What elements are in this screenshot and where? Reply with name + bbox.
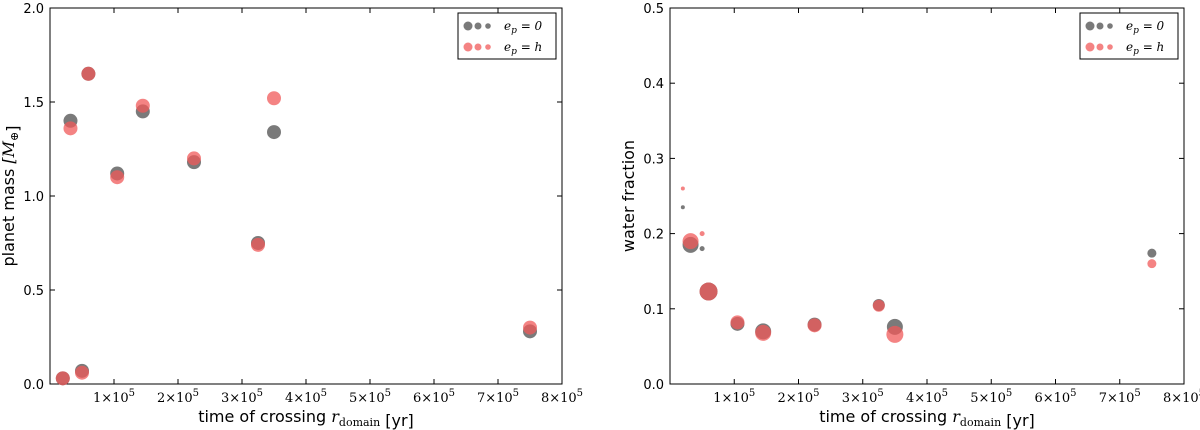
legend-label: ep = h: [504, 40, 542, 57]
series-2: [55, 66, 537, 386]
data-point: [523, 320, 537, 335]
data-point: [63, 121, 78, 136]
y-tick-label: 1.5: [23, 96, 44, 111]
legend-label: ep = 0: [1126, 19, 1165, 36]
data-point: [807, 318, 822, 333]
chart-panel-1: 0.0 0.5 1.0 1.5 2.0 1×105 2×105 3×105 4×105 5×105…: [0, 2, 583, 430]
x-tick-label: 4×105: [285, 388, 327, 406]
x-tick-label: 5×105: [349, 388, 391, 406]
data-point: [699, 231, 705, 237]
data-point: [81, 66, 96, 81]
legend-marker: [1107, 44, 1113, 50]
data-point: [872, 299, 885, 312]
x-tick-label: 1×105: [713, 388, 755, 406]
data-point: [55, 371, 70, 386]
x-tick-label: 6×105: [413, 388, 455, 406]
x-tick-label: 8×105: [541, 388, 583, 406]
legend-marker: [1085, 21, 1095, 31]
y-tick-label: 0.2: [643, 228, 664, 243]
legend-marker: [485, 44, 491, 50]
y-tick-label: 2.0: [23, 2, 44, 17]
y-tick-label: 1.0: [23, 190, 44, 205]
x-tick-label: 7×105: [1099, 388, 1141, 406]
data-point: [75, 365, 89, 380]
data-point: [267, 125, 281, 140]
x-tick-label: 7×105: [477, 388, 519, 406]
data-point: [680, 205, 685, 210]
legend-label: ep = h: [1126, 40, 1164, 57]
data-point: [1147, 248, 1157, 258]
legend-marker: [463, 42, 473, 52]
data-point: [699, 282, 718, 301]
data-point: [187, 151, 201, 166]
legend-label: ep = 0: [504, 19, 543, 36]
x-tick-label: 8×105: [1163, 388, 1200, 406]
y-tick-label: 0.1: [643, 303, 664, 318]
x-tick-label: 1×105: [93, 388, 135, 406]
plot-frame: [669, 7, 1185, 385]
y-tick-label: 0.0: [643, 378, 664, 393]
x-tick-label: 3×105: [842, 388, 884, 406]
legend-marker: [474, 22, 482, 30]
x-tick-label: 2×105: [157, 388, 199, 406]
chart-panel-2: 0.0 0.1 0.2 0.3 0.4 0.5 1×105 2×105 3×105 4×105 5×…: [619, 2, 1200, 430]
legend-marker: [1096, 43, 1104, 51]
x-axis-label: time of crossing rdomain [yr]: [819, 407, 1035, 430]
data-point: [251, 237, 265, 252]
legend-marker: [1096, 22, 1104, 30]
data-point: [680, 186, 685, 191]
legend-marker: [474, 43, 482, 51]
x-axis-label: time of crossing rdomain [yr]: [198, 407, 414, 430]
y-tick-label: 0.0: [23, 378, 44, 393]
data-point: [135, 98, 150, 113]
y-tick-label: 0.5: [643, 2, 664, 17]
data-point: [730, 315, 745, 330]
x-tick-label: 3×105: [221, 388, 263, 406]
data-point: [110, 170, 125, 185]
data-point: [699, 246, 705, 252]
y-tick-label: 0.4: [643, 77, 664, 92]
plot-frame: [49, 7, 563, 385]
x-tick-label: 4×105: [906, 388, 948, 406]
legend-box: [1079, 12, 1179, 60]
legend: ep = 0 ep = h: [457, 12, 557, 60]
x-tick-label: 6×105: [1034, 388, 1076, 406]
data-point: [886, 325, 904, 343]
legend-marker: [463, 21, 473, 31]
data-point: [755, 324, 772, 341]
data-point: [682, 233, 699, 250]
y-axis-label: planet mass [M⊕]: [0, 126, 22, 267]
y-tick-label: 0.5: [23, 284, 44, 299]
series-2: [680, 186, 1157, 343]
x-tick-label: 5×105: [970, 388, 1012, 406]
x-tick-label: 2×105: [777, 388, 819, 406]
legend-box: [457, 12, 557, 60]
y-axis-label: water fraction: [619, 140, 638, 252]
legend-marker: [1085, 42, 1095, 52]
legend: ep = 0 ep = h: [1079, 12, 1179, 60]
y-tick-label: 0.3: [643, 152, 664, 167]
data-point: [267, 91, 281, 106]
data-point: [1147, 259, 1157, 269]
legend-marker: [485, 23, 491, 29]
legend-marker: [1107, 23, 1113, 29]
